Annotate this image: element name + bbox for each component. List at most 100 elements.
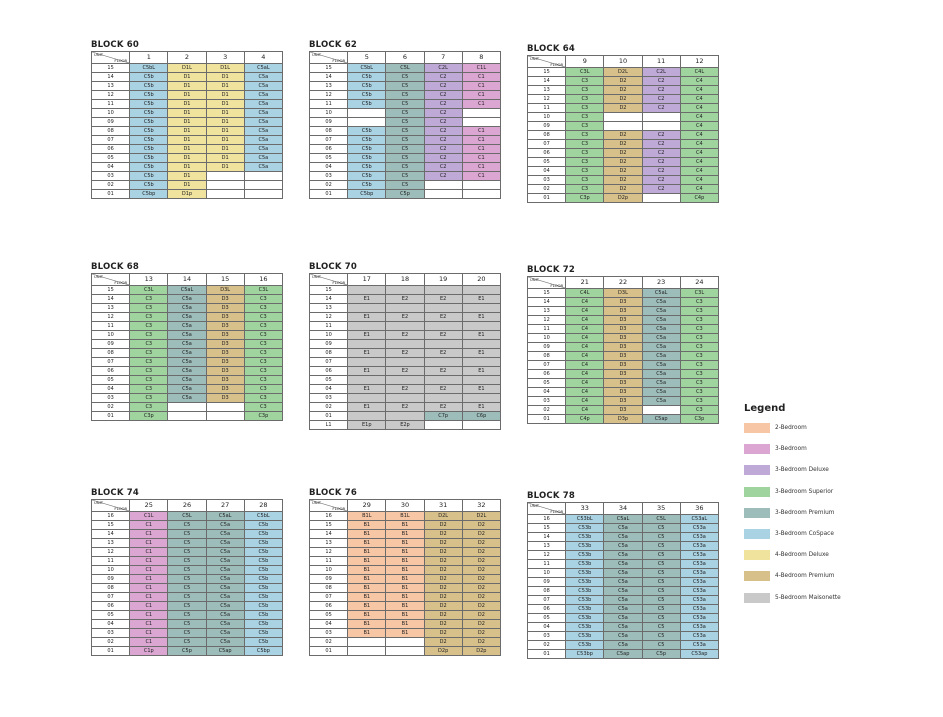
unit-type-cell: E2 — [423, 312, 463, 322]
unit-type-cell: C5 — [167, 556, 207, 566]
unit-type-cell — [423, 321, 463, 331]
unit-type-cell: B1 — [385, 574, 425, 584]
unit-type-cell: C53bL — [565, 514, 605, 524]
header-row: UNIT FLOOR 17 18 19 20 — [308, 273, 502, 286]
unit-type-cell: C3L — [679, 288, 720, 298]
floor-label: 06 — [308, 144, 349, 154]
unit-type-cell: E2 — [423, 366, 463, 376]
unit-type-cell: D2 — [423, 547, 463, 557]
unit-type-cell — [461, 321, 502, 331]
floor-row: 09 C1 C5 C5a C5b — [90, 574, 284, 584]
legend-swatch — [744, 465, 770, 476]
unit-type-cell: D1 — [167, 99, 207, 109]
unit-type-cell: C2 — [423, 81, 463, 91]
unit-type-cell: C5 — [385, 126, 425, 136]
corner-unit-label: UNIT — [312, 500, 322, 506]
unit-type-cell: B1 — [347, 565, 387, 575]
unit-type-cell: D3 — [603, 351, 643, 361]
unit-type-cell: D3L — [603, 288, 643, 298]
unit-type-cell: C2 — [423, 99, 463, 109]
unit-type-cell — [603, 121, 643, 131]
unit-type-cell: B1 — [347, 601, 387, 611]
unit-type-cell: C4 — [679, 175, 720, 185]
unit-type-cell: B1 — [385, 547, 425, 557]
unit-type-cell: D2 — [461, 619, 502, 629]
unit-type-cell — [423, 375, 463, 385]
unit-type-cell: C4 — [679, 103, 720, 113]
unit-type-cell: C53b — [565, 631, 605, 641]
unit-type-cell: C3 — [565, 76, 605, 86]
floor-row: 14 C53b C5a C5 C53a — [526, 532, 720, 542]
unit-type-cell: C53b — [565, 622, 605, 632]
unit-type-cell: E2 — [385, 384, 425, 394]
unit-type-cell: D1L — [167, 63, 207, 73]
floor-row: 12 C53b C5a C5 C53a — [526, 550, 720, 560]
floor-row: 07 B1 B1 D2 D2 — [308, 592, 502, 602]
unit-type-cell: D1 — [167, 144, 207, 154]
unit-type-cell: D3 — [205, 339, 245, 349]
unit-type-cell: B1 — [385, 556, 425, 566]
legend-label: 2-Bedroom — [775, 425, 807, 431]
floor-label: 03 — [308, 393, 349, 403]
floor-label: 12 — [90, 90, 131, 100]
floor-label: 08 — [526, 130, 567, 140]
floor-row: 11 C1 C5 C5a C5b — [90, 556, 284, 566]
unit-type-cell: C4 — [565, 360, 605, 370]
floor-label: 02 — [90, 180, 131, 190]
floor-label: 05 — [308, 610, 349, 620]
floor-row: 10 E1 E2 E2 E1 — [308, 330, 502, 340]
unit-type-cell: C53a — [679, 568, 720, 578]
unit-type-cell — [347, 108, 387, 118]
floor-label: 08 — [526, 351, 567, 361]
unit-type-cell: C5p — [385, 189, 425, 199]
block-76-schedule: BLOCK 76 UNIT FLOOR 29 30 31 32 16 B1L B1L D2L D2L 1… — [308, 488, 502, 656]
unit-type-cell: C3 — [129, 384, 169, 394]
unit-type-cell — [641, 112, 681, 122]
floor-row: 12 E1 E2 E2 E1 — [308, 312, 502, 322]
unit-type-cell: C53b — [565, 595, 605, 605]
unit-type-cell: E2p — [385, 420, 425, 430]
floor-label: 13 — [308, 81, 349, 91]
unit-type-cell: C5b — [243, 619, 284, 629]
floor-row: 13 — [308, 303, 502, 313]
unit-number: 33 — [565, 502, 605, 515]
floor-row: 12 C1 C5 C5a C5b — [90, 547, 284, 557]
unit-type-cell: C2 — [423, 162, 463, 172]
floor-label: 01 — [526, 649, 567, 659]
unit-type-cell: C5a — [205, 529, 245, 539]
floor-row: 15 B1 B1 D2 D2 — [308, 520, 502, 530]
unit-type-cell: C53a — [679, 604, 720, 614]
floor-label: 08 — [308, 583, 349, 593]
unit-type-cell: D3 — [205, 294, 245, 304]
unit-type-cell: B1 — [347, 538, 387, 548]
unit-type-cell: C2 — [423, 90, 463, 100]
unit-type-cell: C5a — [243, 117, 284, 127]
unit-type-cell: C53b — [565, 550, 605, 560]
header-row: UNIT FLOOR 21 22 23 24 — [526, 276, 720, 289]
floor-label: 04 — [90, 384, 131, 394]
floor-label: 02 — [308, 180, 349, 190]
unit-type-cell: C1 — [461, 144, 502, 154]
floor-label: 12 — [526, 94, 567, 104]
unit-type-cell: C3 — [679, 333, 720, 343]
unit-table: UNIT FLOOR 5 6 7 8 15 C5bL C5L C2L C1L 14 C5b C5 C2 C1 1… — [308, 51, 502, 199]
unit-type-cell: C4 — [565, 324, 605, 334]
floor-label: 13 — [308, 303, 349, 313]
unit-type-cell: C2 — [423, 117, 463, 127]
unit-type-cell: C5b — [129, 171, 169, 181]
unit-type-cell: C2 — [641, 139, 681, 149]
floor-label: 02 — [90, 402, 131, 412]
floor-row: 02 C5b C5 — [308, 180, 502, 190]
unit-type-cell — [347, 646, 387, 656]
floor-row: 11 C3 C5a D3 C3 — [90, 321, 284, 331]
unit-type-cell: C3 — [565, 148, 605, 158]
unit-number: 34 — [603, 502, 643, 515]
unit-type-cell: C5 — [385, 72, 425, 82]
unit-number: 26 — [167, 499, 207, 512]
unit-type-cell: D2 — [603, 166, 643, 176]
unit-type-cell: C5a — [205, 574, 245, 584]
unit-type-cell: C1 — [461, 126, 502, 136]
unit-type-cell: C5 — [385, 144, 425, 154]
unit-type-cell: C5 — [385, 90, 425, 100]
floor-label: 10 — [308, 565, 349, 575]
